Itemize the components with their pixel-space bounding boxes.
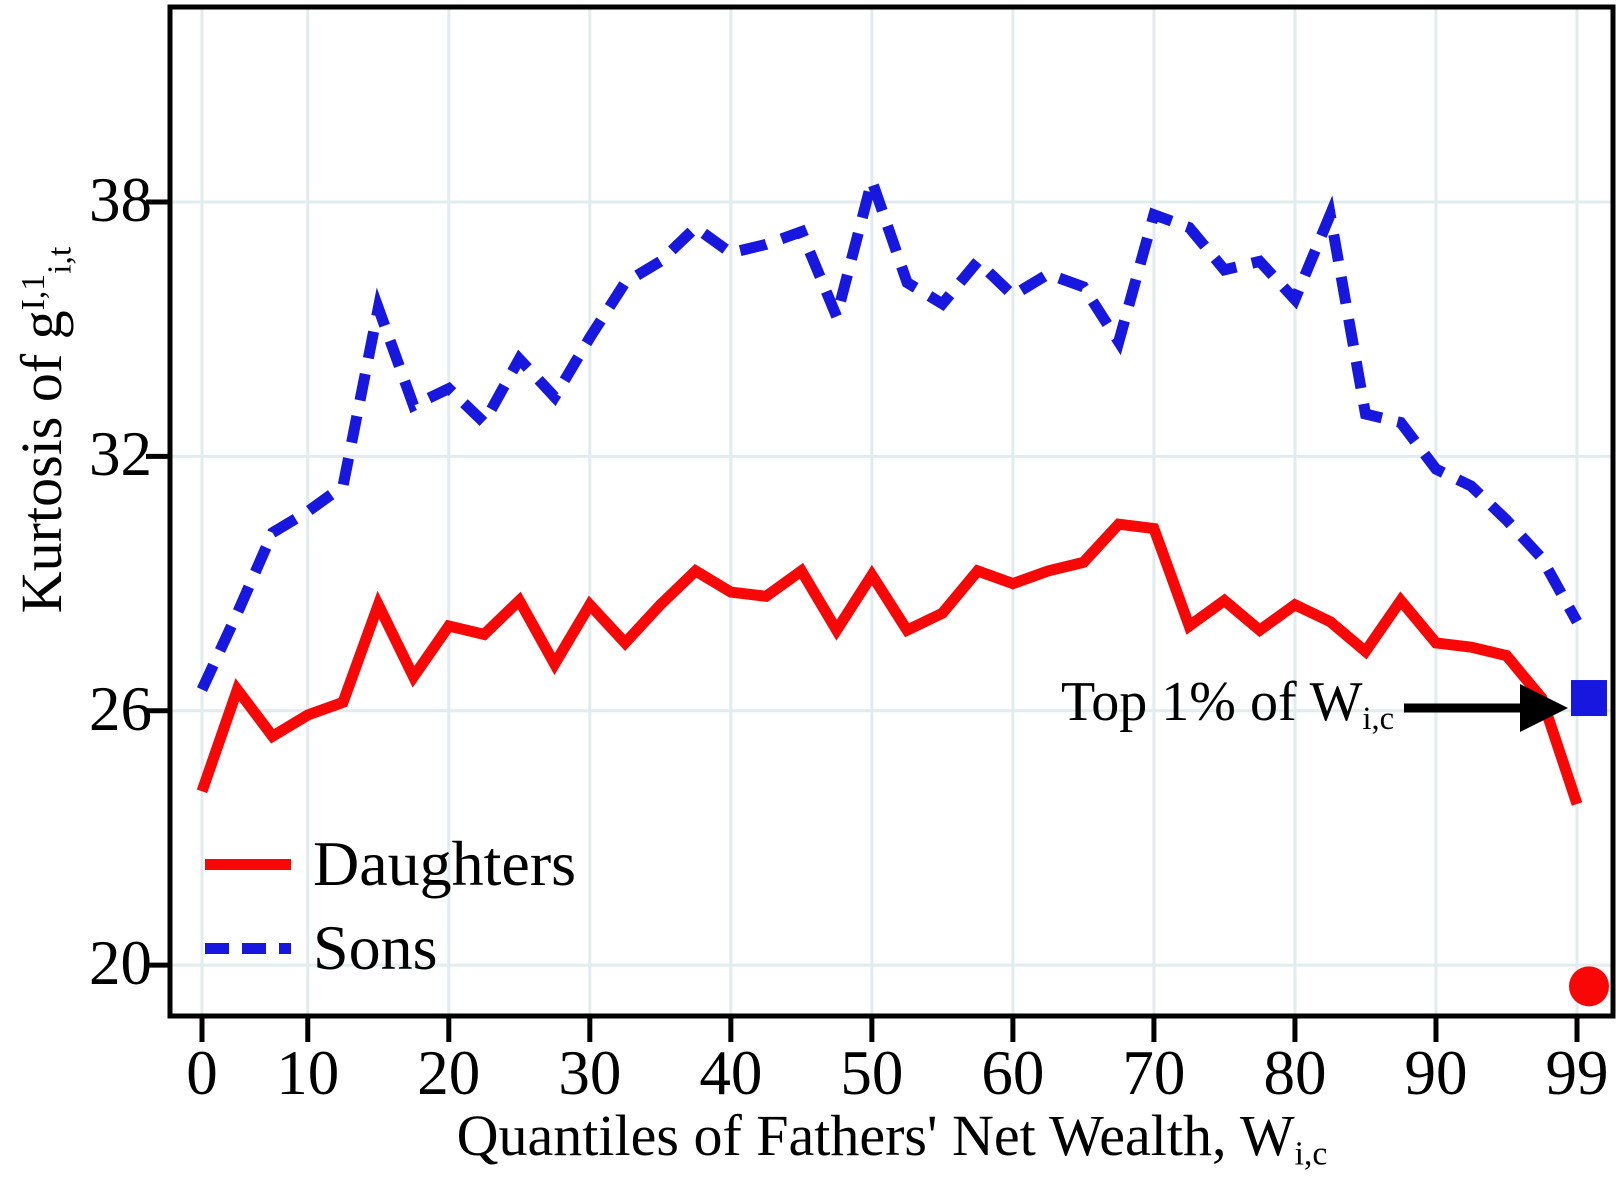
top1-arrow-head (1520, 684, 1568, 732)
top1-annotation: Top 1% of Wi,c (1061, 671, 1394, 735)
top1-annotation-text: Top 1% of W (1061, 671, 1363, 733)
y-axis-title-subscript: i,t (41, 246, 79, 274)
daughters-line-swatch (205, 858, 291, 870)
y-tick-label: 38 (89, 165, 152, 236)
x-tick-label: 30 (558, 1038, 622, 1108)
y-axis-title: Kurtosis of gI,1i,t (9, 247, 78, 613)
x-tick-label: 99 (1545, 1038, 1609, 1108)
x-tick-label: 50 (840, 1038, 904, 1108)
top1-annotation-subscript: i,c (1362, 701, 1394, 738)
daughters-line (196, 518, 1583, 806)
x-tick-label: 20 (417, 1038, 481, 1108)
daughters-top1-marker (1568, 966, 1609, 1007)
x-tick-label: 40 (699, 1038, 763, 1108)
x-tick-label: 80 (1263, 1038, 1327, 1108)
y-axis-title-superscript: I,1 (15, 273, 53, 311)
x-tick-label: 60 (981, 1038, 1045, 1108)
legend-label-sons: Sons (313, 912, 438, 983)
x-tick-label: 0 (186, 1038, 218, 1108)
legend-item-sons: Sons (205, 906, 576, 990)
x-axis-title-text: Quantiles of Fathers' Net Wealth, W (456, 1103, 1295, 1168)
sons-line-swatch (205, 942, 291, 954)
sons-line (197, 161, 1582, 692)
legend: Daughters Sons (205, 822, 576, 990)
y-tick-label: 26 (89, 673, 152, 744)
legend-label-daughters: Daughters (313, 828, 577, 899)
x-axis-title-subscript: i,c (1294, 1135, 1328, 1173)
plot-frame (167, 4, 1616, 1019)
x-axis-title: Quantiles of Fathers' Net Wealth, Wi,c (457, 1107, 1328, 1171)
y-axis-title-text: Kurtosis of g (9, 310, 74, 614)
x-tick-label: 90 (1404, 1038, 1468, 1108)
x-tick-label: 10 (276, 1038, 340, 1108)
sons-top1-marker (1570, 680, 1607, 717)
legend-item-daughters: Daughters (205, 822, 576, 906)
x-tick-label: 70 (1122, 1038, 1186, 1108)
y-tick-label: 32 (89, 419, 152, 490)
y-tick-label: 20 (89, 928, 152, 999)
